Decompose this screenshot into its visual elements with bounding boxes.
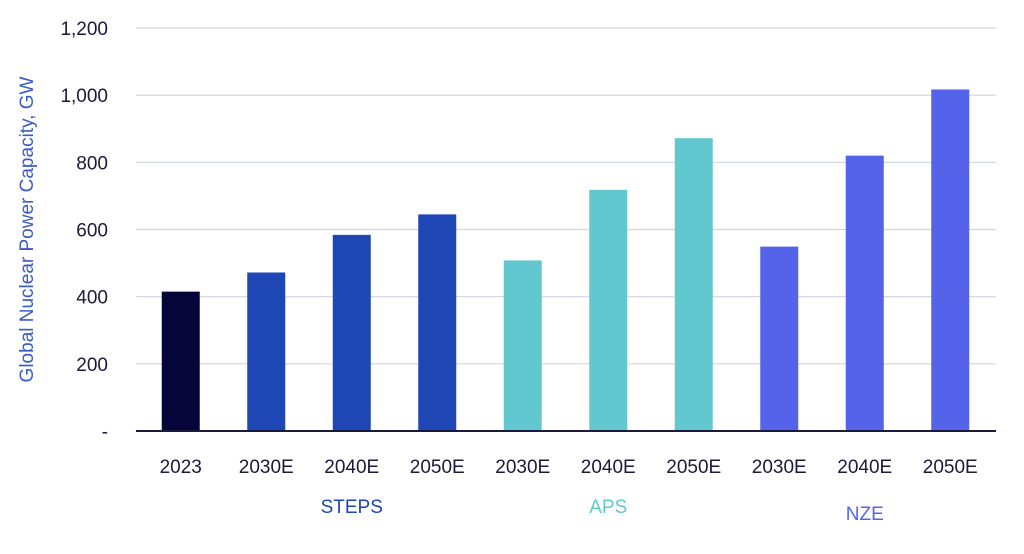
bar <box>760 246 799 431</box>
bar <box>247 272 286 431</box>
x-tick-label: 2040E <box>581 457 636 478</box>
bar <box>161 291 200 431</box>
group-label: STEPS <box>321 497 383 518</box>
y-tick-label: 600 <box>76 221 108 242</box>
x-axis-ticks: 2023 2030E 2040E 2050E 2030E 2040E 2050E 2030E 2… <box>160 457 978 478</box>
x-tick-label: 2050E <box>666 457 721 478</box>
y-tick-label: 400 <box>76 288 108 309</box>
bar <box>503 260 542 431</box>
x-tick-label: 2040E <box>837 457 892 478</box>
bar <box>845 155 884 431</box>
x-tick-label: 2023 <box>160 457 202 478</box>
bar <box>674 138 713 432</box>
bar <box>418 214 457 431</box>
y-tick-label: 1,200 <box>60 19 108 40</box>
x-tick-label: 2050E <box>410 457 465 478</box>
y-tick-label: 200 <box>76 355 108 376</box>
group-label: APS <box>589 497 627 518</box>
group-labels: STEPS APS NZE <box>321 497 884 525</box>
y-axis-ticks: - 200 400 600 800 1,000 1,200 <box>60 19 108 443</box>
y-tick-label: 800 <box>76 153 108 174</box>
x-tick-label: 2030E <box>752 457 807 478</box>
x-tick-label: 2030E <box>239 457 294 478</box>
y-tick-label: 1,000 <box>60 86 108 107</box>
bar <box>931 89 970 432</box>
group-label: NZE <box>846 504 884 525</box>
x-tick-label: 2030E <box>495 457 550 478</box>
y-axis-label: Global Nuclear Power Capacity, GW <box>17 77 38 383</box>
bar <box>589 189 628 431</box>
x-tick-label: 2040E <box>324 457 379 478</box>
bars <box>161 89 970 432</box>
y-tick-label: - <box>102 422 108 443</box>
x-tick-label: 2050E <box>923 457 978 478</box>
bar <box>332 234 371 431</box>
